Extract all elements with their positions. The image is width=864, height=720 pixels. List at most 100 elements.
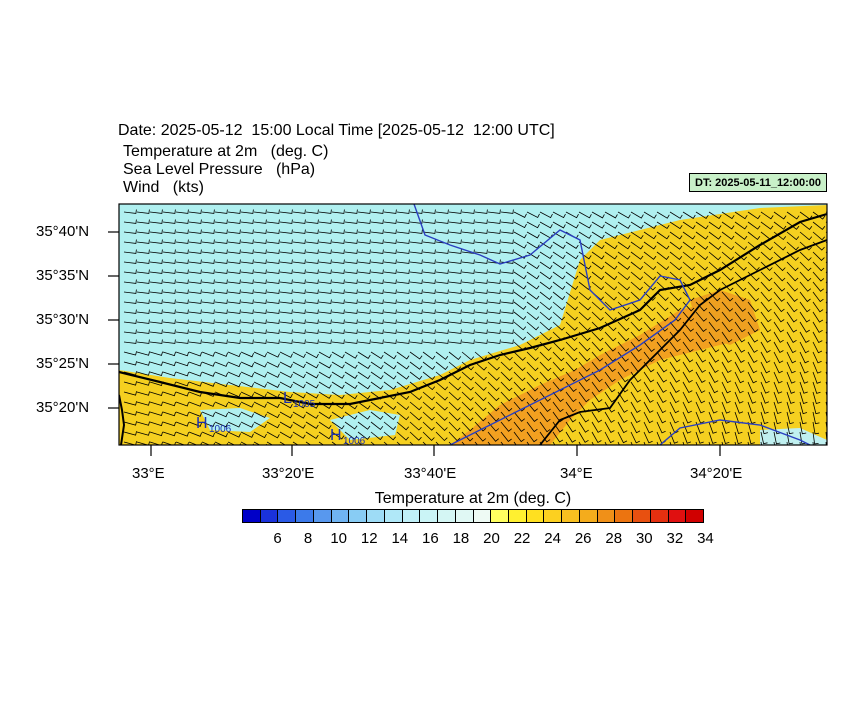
wind-barb xyxy=(539,411,551,423)
wind-barb xyxy=(591,221,605,229)
wind-barb xyxy=(448,401,461,411)
wind-barb xyxy=(175,249,189,254)
wind-barb xyxy=(448,381,461,391)
wind-barb xyxy=(682,331,694,343)
wind-barb xyxy=(253,401,267,408)
wind-barb xyxy=(643,311,656,322)
wind-barb xyxy=(162,249,176,254)
wind-barb xyxy=(409,279,423,284)
wind-barb xyxy=(747,221,761,230)
wind-barb xyxy=(409,249,423,254)
wind-barb xyxy=(214,319,228,324)
wind-barb xyxy=(331,309,345,314)
wind-barb xyxy=(253,249,267,254)
wind-barb xyxy=(227,279,241,284)
wind-barb xyxy=(643,411,654,424)
wind-barb xyxy=(331,411,345,420)
wind-barb xyxy=(305,279,319,284)
wind-barb xyxy=(227,229,241,234)
wind-barb xyxy=(708,401,718,414)
wind-barb xyxy=(136,391,150,396)
wind-barb xyxy=(292,259,306,264)
wind-barb xyxy=(188,219,202,224)
wind-barb xyxy=(656,221,670,230)
wind-barb xyxy=(552,271,566,280)
wind-barb xyxy=(435,421,448,431)
wind-barb xyxy=(370,219,384,224)
wind-barb xyxy=(214,209,228,214)
colorbar-swatch xyxy=(668,510,687,522)
wind-barb xyxy=(227,319,241,324)
wind-barb xyxy=(123,381,137,386)
wind-barb xyxy=(409,239,423,244)
wind-barb xyxy=(253,411,267,418)
wind-barb xyxy=(721,301,734,312)
wind-barb xyxy=(331,239,345,244)
wind-barb xyxy=(682,311,695,322)
wind-barb xyxy=(292,289,306,294)
wind-barb xyxy=(552,261,566,270)
wind-barb xyxy=(435,259,449,264)
wind-barb xyxy=(188,339,202,344)
wind-barb xyxy=(526,211,540,219)
wind-barb xyxy=(474,401,487,412)
wind-barb xyxy=(500,269,514,274)
wind-barb xyxy=(201,319,215,324)
wind-barb xyxy=(773,311,785,323)
wind-barb xyxy=(162,391,176,397)
wind-barb xyxy=(370,309,384,314)
wind-barb xyxy=(656,211,670,219)
wind-barb xyxy=(591,231,605,239)
wind-barb xyxy=(669,411,679,424)
wind-barb xyxy=(422,239,436,244)
wind-barb xyxy=(591,391,603,403)
wind-barb xyxy=(214,239,228,244)
wind-barb xyxy=(266,279,280,284)
colorbar-swatch xyxy=(526,510,545,522)
wind-barb xyxy=(721,231,735,240)
wind-barb xyxy=(513,291,527,300)
wind-barb xyxy=(682,421,692,434)
wind-barb xyxy=(773,271,786,282)
lat-label: 35°40'N xyxy=(36,223,90,240)
wind-barb xyxy=(461,279,475,284)
wind-barb xyxy=(136,431,150,436)
wind-barb xyxy=(773,431,781,445)
wind-barb xyxy=(149,269,163,274)
wind-barb xyxy=(461,371,474,381)
wind-barb xyxy=(305,259,319,264)
wind-barb xyxy=(266,361,280,368)
wind-barb xyxy=(825,251,827,254)
forecast-init-badge: DT: 2025-05-11_12:00:00 xyxy=(689,173,827,192)
wind-barb xyxy=(682,261,696,271)
isobar-southeast xyxy=(659,419,811,445)
wind-barb xyxy=(474,361,487,371)
wind-barb xyxy=(201,299,215,304)
wind-barb xyxy=(214,339,228,344)
wind-barb xyxy=(370,279,384,284)
wind-barb xyxy=(279,351,293,358)
wind-barb xyxy=(292,229,306,234)
wind-barb xyxy=(591,431,602,444)
wind-barb xyxy=(617,421,628,434)
wind-barb xyxy=(240,239,254,244)
wind-barb xyxy=(656,261,670,271)
wind-barb xyxy=(552,431,564,443)
wind-barb xyxy=(812,231,826,241)
wind-barb xyxy=(643,221,657,229)
wind-barb xyxy=(409,309,423,314)
wind-barb xyxy=(513,411,525,422)
wind-barb xyxy=(526,411,538,422)
wind-barb xyxy=(708,221,722,230)
wind-barb xyxy=(799,331,810,343)
wind-barb xyxy=(474,289,488,294)
wind-barb xyxy=(305,361,319,369)
wind-barb xyxy=(214,279,228,284)
colorbar-swatch xyxy=(615,510,634,522)
wind-barb xyxy=(773,321,785,333)
wind-barb xyxy=(565,361,578,372)
colorbar-swatch xyxy=(367,510,385,522)
wind-barb xyxy=(669,241,683,250)
colorbar-swatch xyxy=(579,510,598,522)
wind-barb xyxy=(721,401,731,414)
